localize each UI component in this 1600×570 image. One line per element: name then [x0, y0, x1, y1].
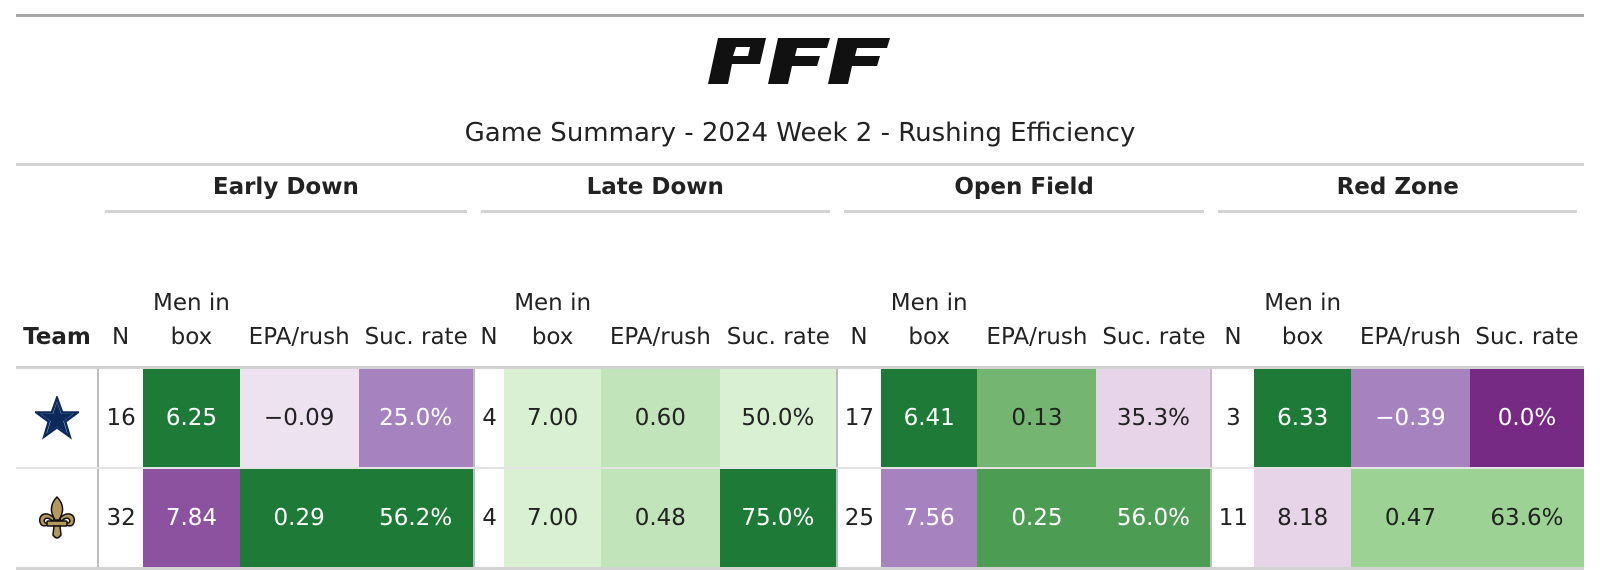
cowboys-star-icon	[34, 396, 79, 440]
column-header-epa-rush: EPA/rush	[239, 218, 359, 369]
top-rule	[16, 14, 1584, 17]
red-zone-success-rate: 0.0%	[1469, 367, 1584, 469]
early-down-success-rate: 25.0%	[358, 367, 474, 469]
red-zone-n: 11	[1210, 468, 1255, 570]
open-field-n: 25	[835, 468, 881, 570]
late-down-men-in-box: 7.00	[504, 468, 601, 570]
early-down-epa-rush: 0.29	[239, 468, 359, 570]
late-down-success-rate: 75.0%	[719, 468, 837, 570]
open-field-epa-rush: 0.13	[977, 367, 1097, 469]
early-down-n: 32	[98, 468, 144, 570]
spanner-blank	[16, 168, 98, 218]
red-zone-success-rate: 63.6%	[1469, 468, 1584, 570]
table-row-cowboys: 16 6.25 −0.09 25.0% 4 7.00 0.60 50.0% 17…	[16, 367, 1584, 469]
page-title: Game Summary - 2024 Week 2 - Rushing Eff…	[464, 118, 1136, 148]
column-header-epa-rush: EPA/rush	[1350, 218, 1470, 369]
open-field-epa-rush: 0.25	[977, 468, 1097, 570]
column-header-n: N	[98, 218, 144, 369]
open-field-n: 17	[835, 367, 881, 469]
column-header-success-rate: Suc. rate	[719, 218, 837, 369]
column-header-men-in-box: Men in box	[504, 218, 601, 369]
group-header-red-zone: Red Zone	[1211, 168, 1584, 218]
saints-fleur-de-lis-icon	[38, 495, 75, 539]
early-down-men-in-box: 7.84	[143, 468, 240, 570]
column-header-men-in-box: Men in box	[1254, 218, 1351, 369]
late-down-epa-rush: 0.60	[600, 367, 720, 469]
group-header-early-down: Early Down	[98, 168, 474, 218]
rushing-efficiency-table: Early Down Late Down Open Field Red Zone…	[16, 168, 1584, 570]
column-header-epa-rush: EPA/rush	[977, 218, 1097, 369]
late-down-n: 4	[472, 468, 505, 570]
column-header-team: Team	[16, 218, 99, 369]
column-header-men-in-box: Men in box	[880, 218, 978, 369]
column-header-success-rate: Suc. rate	[1469, 218, 1584, 369]
pff-logo	[708, 38, 890, 84]
red-zone-n: 3	[1210, 367, 1255, 469]
early-down-n: 16	[98, 367, 144, 469]
early-down-success-rate: 56.2%	[358, 468, 474, 570]
early-down-epa-rush: −0.09	[239, 367, 359, 469]
red-zone-epa-rush: 0.47	[1350, 468, 1470, 570]
group-header-late-down: Late Down	[474, 168, 837, 218]
group-header-open-field: Open Field	[837, 168, 1212, 218]
column-header-success-rate: Suc. rate	[358, 218, 474, 369]
early-down-men-in-box: 6.25	[143, 367, 240, 469]
late-down-success-rate: 50.0%	[719, 367, 837, 469]
column-header-epa-rush: EPA/rush	[600, 218, 720, 369]
team-logo-cell	[16, 468, 100, 570]
column-header-n: N	[1211, 218, 1255, 369]
column-header-n: N	[836, 218, 881, 369]
column-header-success-rate: Suc. rate	[1096, 218, 1212, 369]
title-rule	[16, 163, 1584, 166]
open-field-men-in-box: 7.56	[880, 468, 978, 570]
column-header-n: N	[473, 218, 505, 369]
late-down-epa-rush: 0.48	[600, 468, 720, 570]
late-down-n: 4	[472, 367, 505, 469]
red-zone-men-in-box: 6.33	[1254, 367, 1351, 469]
open-field-success-rate: 35.3%	[1096, 367, 1212, 469]
red-zone-men-in-box: 8.18	[1254, 468, 1351, 570]
open-field-men-in-box: 6.41	[880, 367, 978, 469]
red-zone-epa-rush: −0.39	[1350, 367, 1470, 469]
late-down-men-in-box: 7.00	[504, 367, 601, 469]
table-row-saints: 32 7.84 0.29 56.2% 4 7.00 0.48 75.0% 25 …	[16, 468, 1584, 570]
open-field-success-rate: 56.0%	[1096, 468, 1212, 570]
column-header-men-in-box: Men in box	[143, 218, 240, 369]
team-logo-cell	[16, 367, 100, 469]
